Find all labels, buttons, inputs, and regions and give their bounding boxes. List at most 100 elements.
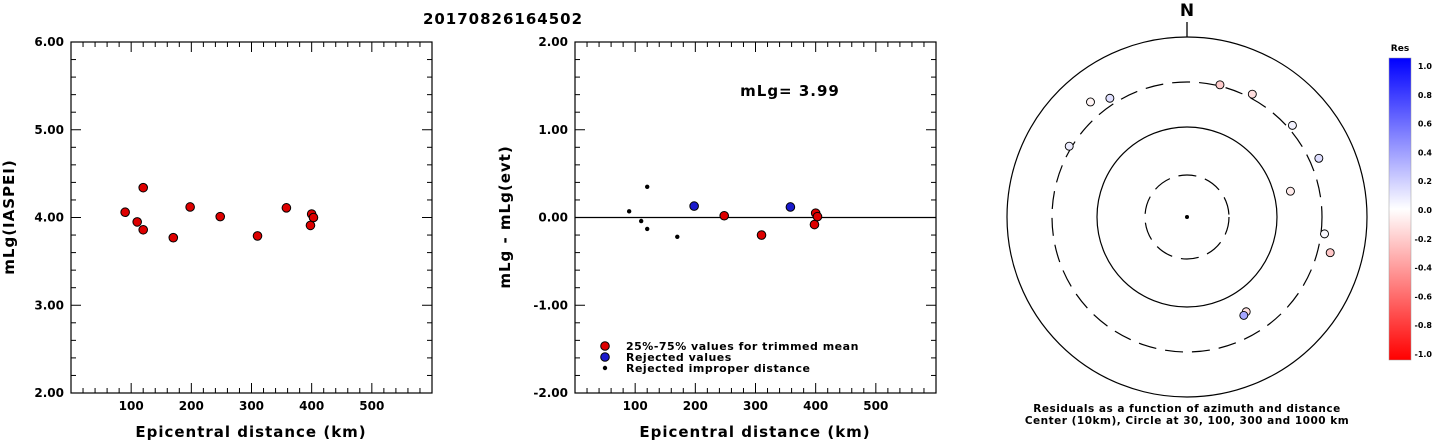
legend: 25%-75% values for trimmed meanRejected … [600, 340, 859, 375]
colorbar-label: 1.0 [1418, 62, 1433, 71]
x-tick-labels-residual: 100 200 300 400 500 [623, 399, 889, 413]
panel-polar: N Residuals as a function of azimuth and… [1006, 1, 1368, 427]
legend-marker [602, 365, 608, 371]
station-markers [1064, 80, 1335, 320]
polar-caption-line2: Center (10km), Circle at 30, 100, 300 an… [1025, 415, 1349, 427]
station-marker [1215, 80, 1225, 90]
data-point [132, 217, 142, 227]
colorbar-labels: 1.0 0.8 0.6 0.4 0.2 0.0 -0.2 -0.4 -0.6 -0.8 -1.0 [1415, 62, 1433, 359]
data-point [675, 234, 680, 240]
tick-marks-magnitude [71, 42, 432, 393]
x-axis-label-magnitude: Epicentral distance (km) [135, 423, 366, 441]
y-tick-labels-magnitude: 2.00 3.00 4.00 5.00 6.00 [34, 35, 64, 400]
data-point [252, 231, 263, 241]
y-axis-label-residual: mLg - mLg(evt) [496, 145, 514, 288]
data-point [138, 224, 148, 235]
x-tick-label: 100 [623, 399, 648, 413]
colorbar: Res 1.0 0.8 0.6 0.4 0.2 0.0 -0.2 -0.4 -0.6 -0.8 -1… [1388, 44, 1433, 361]
colorbar-label: -0.8 [1415, 321, 1433, 330]
y-axis-label-magnitude: mLg(IASPEI) [0, 159, 18, 274]
y-tick-label: 0.00 [538, 211, 568, 225]
station-marker [1239, 310, 1249, 320]
legend-marker [600, 352, 610, 362]
station-marker [1325, 248, 1335, 258]
data-point [689, 201, 699, 211]
x-tick-labels-magnitude: 100 200 300 400 500 [119, 399, 385, 413]
x-tick-label: 100 [119, 399, 144, 413]
ring-100km [1096, 126, 1278, 308]
y-tick-label: -1.00 [533, 298, 568, 312]
colorbar-label: -0.6 [1415, 292, 1433, 301]
y-tick-labels-residual: -2.00 -1.00 0.00 1.00 2.00 [533, 35, 568, 400]
station-marker [1285, 186, 1295, 196]
colorbar-label: 0.6 [1418, 120, 1433, 129]
y-tick-label: 2.00 [34, 386, 64, 400]
legend-marker [600, 341, 610, 351]
data-point [809, 219, 820, 230]
data-point [168, 232, 179, 243]
station-marker [1064, 141, 1074, 151]
data-point [215, 211, 226, 222]
colorbar-label: -0.2 [1415, 235, 1433, 244]
x-tick-label: 500 [359, 399, 384, 413]
station-marker [1247, 89, 1257, 99]
y-tick-label: 4.00 [34, 211, 64, 225]
y-tick-label: 2.00 [538, 35, 568, 49]
data-point [281, 203, 292, 213]
x-tick-label: 200 [683, 399, 708, 413]
data-point [756, 230, 767, 240]
ring-1000km [1006, 36, 1368, 398]
magnitude-annotation: mLg= 3.99 [740, 82, 840, 100]
colorbar-label: -1.0 [1415, 350, 1433, 359]
colorbar-title: Res [1391, 44, 1409, 54]
ring-300km [1051, 81, 1323, 353]
legend-label: Rejected improper distance [626, 362, 810, 375]
points-residual [626, 184, 823, 240]
colorbar-gradient [1388, 57, 1412, 361]
panel-residual: -2.00 -1.00 0.00 1.00 2.00 100 200 300 400 500 m… [496, 35, 937, 441]
y-tick-label: 6.00 [34, 35, 64, 49]
figure-title: 20170826164502 [423, 10, 583, 28]
north-label: N [1180, 1, 1194, 21]
y-tick-label: -2.00 [533, 386, 568, 400]
data-point [719, 210, 730, 221]
station-marker [1314, 153, 1324, 163]
colorbar-label: 0.4 [1418, 148, 1433, 157]
data-point [185, 202, 195, 212]
data-point [305, 220, 316, 231]
station-marker [1320, 229, 1329, 239]
legend-label: Rejected values [626, 351, 732, 364]
colorbar-label: -0.4 [1415, 264, 1433, 273]
polar-caption-line1: Residuals as a function of azimuth and d… [1033, 403, 1340, 415]
x-axis-label-residual: Epicentral distance (km) [639, 423, 870, 441]
station-marker [1287, 120, 1297, 130]
y-tick-label: 5.00 [34, 123, 64, 137]
legend-label: 25%-75% values for trimmed mean [626, 340, 859, 353]
data-point [308, 212, 319, 223]
x-tick-label: 300 [239, 399, 264, 413]
station-marker [1086, 97, 1095, 107]
data-point [138, 182, 148, 193]
x-tick-label: 200 [179, 399, 204, 413]
colorbar-label: 0.0 [1418, 206, 1433, 215]
panel-magnitude: 2.00 3.00 4.00 5.00 6.00 100 200 300 400 500 Epi… [0, 35, 433, 441]
y-tick-label: 1.00 [538, 123, 568, 137]
x-tick-label: 500 [863, 399, 888, 413]
data-point [120, 207, 130, 218]
data-point [638, 218, 644, 224]
plot-frame-magnitude [70, 41, 433, 394]
data-point [812, 211, 823, 222]
colorbar-label: 0.8 [1418, 91, 1433, 100]
data-point [626, 209, 632, 214]
station-marker [1105, 93, 1115, 103]
points-magnitude [120, 182, 319, 243]
tick-marks-residual [575, 42, 936, 393]
data-point [645, 184, 650, 189]
y-tick-label: 3.00 [34, 298, 64, 312]
x-tick-label: 400 [803, 399, 828, 413]
x-tick-label: 400 [299, 399, 324, 413]
epicenter-marker [1185, 215, 1189, 219]
colorbar-label: 0.2 [1418, 177, 1432, 186]
data-point [785, 202, 796, 212]
